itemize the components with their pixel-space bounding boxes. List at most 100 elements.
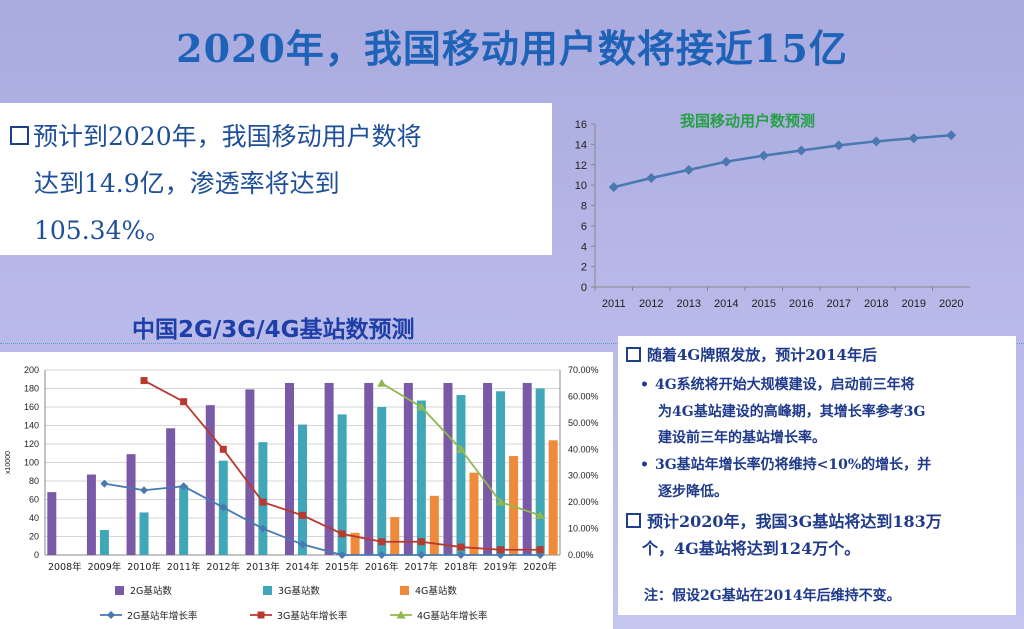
mobile-users-line-chart: 0 2 4 6 8 10 12 14 16 2011 2012 2013 2014 2015 2016 201… xyxy=(575,119,970,310)
sub-bullet-1-line-2: 为4G基站建设的高峰期，其增长率参考3G xyxy=(658,403,926,420)
assumption-note: 注：假设2G基站在2014年后维持不变。 xyxy=(644,588,901,604)
x-tick-label: 2009年 xyxy=(88,561,122,573)
base-station-bar-chart: 0 20 40 60 80 100 120 140 160 180 200 0.00% 10.00% 20… xyxy=(5,365,599,622)
rate-point-2g xyxy=(258,524,267,533)
sub-bullet-1-line-3: 建设前三年的基站增长率。 xyxy=(658,430,826,446)
legend-marker xyxy=(257,611,265,619)
base-station-chart-box: 0 20 40 60 80 100 120 140 160 180 200 0.00% 10.00% 20… xyxy=(0,352,613,629)
y-tick-label: 60 xyxy=(29,495,39,505)
note-bullet-2-line-2: 个，4G基站将达到124万个。 xyxy=(642,539,861,558)
y-tick-label: 80 xyxy=(29,476,39,486)
x-tick-label: 2017年 xyxy=(405,561,439,573)
y2-tick-label: 30.00% xyxy=(568,471,599,481)
bar-3g xyxy=(535,388,545,555)
legend-label: 3G基站年增长率 xyxy=(277,610,348,622)
rate-point-2g xyxy=(219,503,228,512)
legend-label: 2G基站数 xyxy=(130,585,172,597)
rate-point-3g xyxy=(457,543,465,551)
y-tick-label: 40 xyxy=(29,513,39,523)
legend-swatch xyxy=(263,586,272,595)
rate-point-4g xyxy=(535,510,545,519)
y2-tick-label: 20.00% xyxy=(568,497,599,507)
x-tick-label: 2013 xyxy=(677,298,701,310)
x-tick-label: 2015 xyxy=(752,298,776,310)
summary-line-3: 105.34%。 xyxy=(34,216,171,245)
sub-bullet-1-line-1: 4G系统将开始大规模建设，启动前三年将 xyxy=(654,377,915,393)
x-tick-label: 2020 xyxy=(939,298,963,310)
rate-point-3g xyxy=(259,498,267,506)
bar-4g xyxy=(350,532,360,555)
bar-2g xyxy=(324,382,334,555)
y-tick-label: 0 xyxy=(34,550,39,560)
bar-3g xyxy=(179,485,189,555)
y-tick-label: 140 xyxy=(24,421,39,431)
bar-chart-title: 中国2G/3G/4G基站数预测 xyxy=(132,317,415,343)
rate-point-2g xyxy=(417,551,426,559)
y2-tick-label: 10.00% xyxy=(568,524,599,534)
users-data-point xyxy=(946,130,957,141)
x-tick-label: 2010年 xyxy=(127,561,161,573)
y-tick-label: 10 xyxy=(575,180,587,192)
rate-point-4g xyxy=(496,497,506,506)
bar-4g xyxy=(469,472,479,555)
sub-bullet-2: • 3G基站年增长率仍将维持<10%的增长，并 逐步降低。 xyxy=(640,452,931,505)
y-tick-label: 16 xyxy=(575,119,587,131)
bar-2g xyxy=(285,382,294,555)
bar-2g xyxy=(483,382,493,555)
note-bullet-2-line-1: 预计2020年，我国3G基站将达到183万 xyxy=(647,512,942,531)
dot-bullet-icon: • xyxy=(640,377,649,393)
y2-tick-label: 50.00% xyxy=(568,418,599,428)
y-tick-label: 2 xyxy=(581,262,587,274)
rate-point-2g xyxy=(140,486,149,495)
bar-2g xyxy=(522,382,532,555)
users-data-point xyxy=(721,156,732,167)
sub-bullet-1: • 4G系统将开始大规模建设，启动前三年将 为4G基站建设的高峰期，其增长率参考3… xyxy=(640,372,925,452)
x-tick-label: 2019 xyxy=(902,298,926,310)
rate-point-3g xyxy=(140,377,148,385)
rate-point-2g xyxy=(456,551,465,559)
rate-point-2g xyxy=(100,479,109,488)
x-tick-label: 2016 xyxy=(789,298,813,310)
y-tick-label: 200 xyxy=(24,365,39,375)
legend-marker xyxy=(396,610,406,619)
bar-3g xyxy=(416,400,426,555)
bar-4g xyxy=(390,517,400,555)
rate-point-3g xyxy=(299,511,306,519)
y-axis-unit-label: x10000 xyxy=(5,451,12,474)
bar-3g xyxy=(496,391,506,555)
bar-2g xyxy=(403,382,413,555)
rate-point-3g xyxy=(180,398,188,406)
y-tick-label: 120 xyxy=(24,439,39,449)
summary-line-1: 预计到2020年，我国移动用户数将 xyxy=(33,122,422,151)
users-data-point xyxy=(646,172,657,183)
checkbox-bullet-icon xyxy=(626,346,641,362)
legend-marker xyxy=(107,611,115,619)
bar-2g xyxy=(47,492,57,555)
rate-point-3g xyxy=(338,530,346,538)
rate-point-4g xyxy=(377,378,387,387)
x-tick-label: 2011 xyxy=(602,298,626,310)
legend-label: 2G基站年增长率 xyxy=(127,610,198,622)
checkbox-bullet-icon xyxy=(10,126,29,145)
y-tick-label: 14 xyxy=(575,139,587,151)
y-tick-label: 0 xyxy=(581,282,587,294)
users-data-point xyxy=(758,150,769,161)
y-tick-label: 160 xyxy=(24,402,39,412)
bar-2g xyxy=(205,405,215,555)
note-bullet-2: 预计2020年，我国3G基站将达到183万 个，4G基站将达到124万个。 xyxy=(626,508,942,562)
x-tick-label: 2018年 xyxy=(444,561,478,573)
legend-swatch xyxy=(400,586,409,595)
summary-line-2: 达到14.9亿，渗透率将达到 xyxy=(34,169,340,198)
users-data-point xyxy=(871,136,882,147)
rate-point-3g xyxy=(497,546,505,554)
y-tick-label: 8 xyxy=(581,201,587,213)
y2-tick-label: 70.00% xyxy=(568,365,599,375)
y2-tick-label: 40.00% xyxy=(568,444,599,454)
rate-point-2g xyxy=(179,482,188,491)
legend-label: 4G基站数 xyxy=(415,585,457,597)
x-tick-label: 2014年 xyxy=(286,561,320,573)
y-tick-label: 180 xyxy=(24,384,39,394)
rate-point-3g xyxy=(417,538,425,546)
x-tick-label: 2020年 xyxy=(523,561,557,573)
bar-3g xyxy=(99,530,109,555)
